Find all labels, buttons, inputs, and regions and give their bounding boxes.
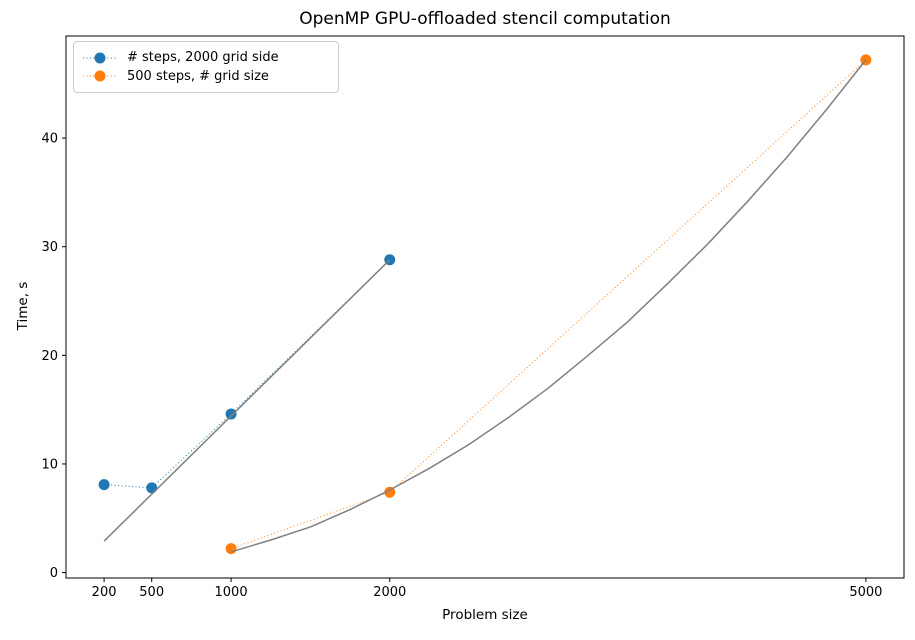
chart-title: OpenMP GPU-offloaded stencil computation [299,9,671,29]
legend-item-label: # steps, 2000 grid side [127,50,279,66]
x-tick-label: 200 [92,585,117,600]
x-tick-label: 2000 [373,585,406,600]
legend-dot-icon [94,52,106,64]
series-line-0 [104,259,391,489]
legend-dot-icon [94,70,106,82]
x-tick-label: 1000 [215,585,248,600]
data-point [225,408,237,420]
legend: # steps, 2000 grid side 500 steps, # gri… [73,41,339,93]
legend-marker-icon [83,70,117,82]
y-tick-label: 20 [41,349,58,364]
y-tick-label: 30 [41,240,58,255]
plot-border [65,35,905,579]
x-tick-label: 500 [139,585,164,600]
series-line-2 [103,259,391,542]
series-line-3 [230,59,867,553]
y-tick-label: 10 [41,457,58,472]
legend-item-gridsize-series: 500 steps, # grid size [82,69,328,83]
legend-marker-icon [83,52,117,64]
series-line-1 [230,59,867,550]
data-point [225,543,237,555]
y-axis-label: Time, s [15,281,31,331]
data-point [384,486,396,498]
legend-item-steps-series: # steps, 2000 grid side [82,51,328,65]
legend-item-label: 500 steps, # grid size [127,68,269,84]
y-tick-label: 40 [41,132,58,147]
x-tick-label: 5000 [849,585,882,600]
x-axis-label: Problem size [442,607,528,623]
y-tick-label: 0 [50,566,58,581]
data-point [98,479,110,491]
data-point [146,482,158,494]
